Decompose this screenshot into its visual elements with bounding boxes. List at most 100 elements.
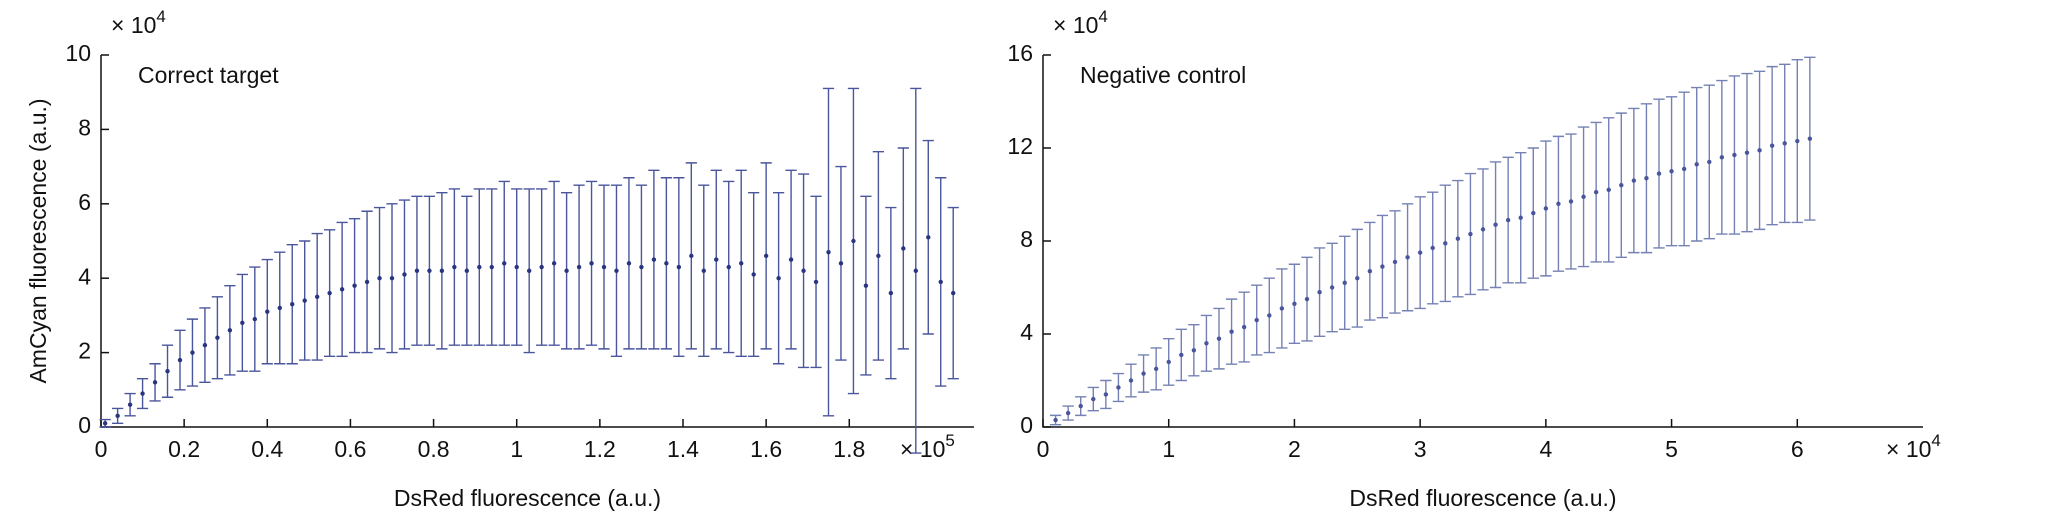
x-tick-label: 0.4 <box>251 436 283 462</box>
multiplier-exponent: 4 <box>1931 431 1940 450</box>
mean-marker <box>539 264 544 270</box>
multiplier-base: × 10 <box>1053 12 1098 38</box>
mean-marker <box>1707 159 1712 165</box>
x-tick-label: 1.2 <box>584 436 616 462</box>
mean-marker <box>1593 189 1599 195</box>
mean-marker <box>1757 148 1762 153</box>
mean-marker <box>1329 285 1335 290</box>
mean-marker <box>265 309 270 314</box>
y-axis-label: AmCyan fluorescence (a.u.) <box>25 98 51 383</box>
x-tick-label: 0 <box>1037 436 1050 462</box>
x-tick-label: 1.6 <box>750 436 782 462</box>
x-tick-label: 0.8 <box>418 436 450 462</box>
mean-marker <box>689 253 694 259</box>
mean-marker <box>1769 143 1775 148</box>
plot-label: Correct target <box>138 62 279 88</box>
mean-marker <box>788 257 794 262</box>
mean-marker <box>1216 336 1222 341</box>
mean-marker <box>1443 241 1448 246</box>
mean-marker <box>1279 306 1285 311</box>
mean-marker <box>1480 227 1486 232</box>
mean-marker <box>938 279 943 285</box>
mean-marker <box>851 238 856 244</box>
mean-marker <box>1204 341 1209 346</box>
mean-marker <box>776 276 781 281</box>
mean-marker <box>739 261 744 266</box>
x-tick-label: 0 <box>95 436 108 462</box>
mean-marker <box>252 316 258 322</box>
mean-marker <box>1103 392 1109 397</box>
mean-marker <box>1417 250 1423 255</box>
mean-marker <box>564 268 569 273</box>
mean-marker <box>402 272 407 277</box>
multiplier-base: × 10 <box>900 436 945 462</box>
mean-marker <box>1556 201 1561 206</box>
mean-marker <box>277 305 282 311</box>
mean-marker <box>1656 171 1662 176</box>
mean-marker <box>1531 210 1536 216</box>
mean-marker <box>327 290 332 296</box>
mean-marker <box>152 380 158 385</box>
x-tick-label: 3 <box>1414 436 1427 462</box>
mean-marker <box>863 283 869 288</box>
mean-marker <box>614 268 619 273</box>
mean-marker <box>1254 317 1259 323</box>
mean-marker <box>1141 371 1146 376</box>
mean-marker <box>1669 169 1674 174</box>
mean-marker <box>414 268 420 273</box>
x-tick-label: 1 <box>1162 436 1175 462</box>
y-tick-label: 2 <box>78 338 91 364</box>
x-tick-label: 4 <box>1539 436 1552 462</box>
x-tick-label: 0.2 <box>168 436 200 462</box>
multiplier-base: × 10 <box>1886 436 1931 462</box>
mean-marker <box>452 264 457 270</box>
mean-marker <box>838 261 844 266</box>
mean-marker <box>489 264 494 270</box>
mean-marker <box>1091 396 1096 402</box>
mean-marker <box>140 391 145 396</box>
y-tick-label: 12 <box>1007 133 1033 159</box>
y-tick-label: 8 <box>78 114 91 140</box>
mean-marker <box>190 350 195 355</box>
mean-marker <box>514 264 519 270</box>
mean-marker <box>801 268 806 273</box>
mean-marker <box>1179 352 1184 358</box>
mean-marker <box>314 294 320 299</box>
mean-marker <box>1380 264 1385 269</box>
mean-marker <box>1153 366 1159 372</box>
mean-marker <box>1581 194 1586 200</box>
mean-marker <box>302 298 307 303</box>
mean-marker <box>1053 417 1058 423</box>
multiplier-exponent: 4 <box>1098 7 1107 26</box>
mean-marker <box>389 276 395 281</box>
mean-marker <box>1493 222 1498 227</box>
mean-marker <box>1455 236 1461 241</box>
mean-marker <box>576 264 582 270</box>
mean-marker <box>1430 245 1435 251</box>
mean-marker <box>1631 178 1637 183</box>
mean-marker <box>1468 231 1473 237</box>
mean-marker <box>1166 359 1171 365</box>
mean-marker <box>464 268 470 273</box>
mean-marker <box>589 261 594 266</box>
x-tick-label: 1.8 <box>833 436 865 462</box>
mean-marker <box>1644 176 1649 181</box>
mean-marker <box>626 261 632 266</box>
x-tick-label: 2 <box>1288 436 1301 462</box>
mean-marker <box>601 264 607 270</box>
x-axis-label: DsRed fluorescence (a.u.) <box>394 485 661 511</box>
mean-marker <box>888 290 894 296</box>
mean-marker <box>1606 187 1611 193</box>
mean-marker <box>926 235 931 240</box>
mean-marker <box>1782 141 1787 146</box>
mean-marker <box>1241 324 1247 330</box>
mean-marker <box>826 249 831 255</box>
mean-marker <box>1342 280 1347 286</box>
mean-marker <box>876 253 881 259</box>
mean-marker <box>1367 269 1373 274</box>
mean-marker <box>227 328 233 333</box>
mean-marker <box>177 357 183 363</box>
mean-marker <box>901 246 906 251</box>
mean-marker <box>439 268 445 273</box>
x-multiplier: × 105 <box>900 431 955 462</box>
